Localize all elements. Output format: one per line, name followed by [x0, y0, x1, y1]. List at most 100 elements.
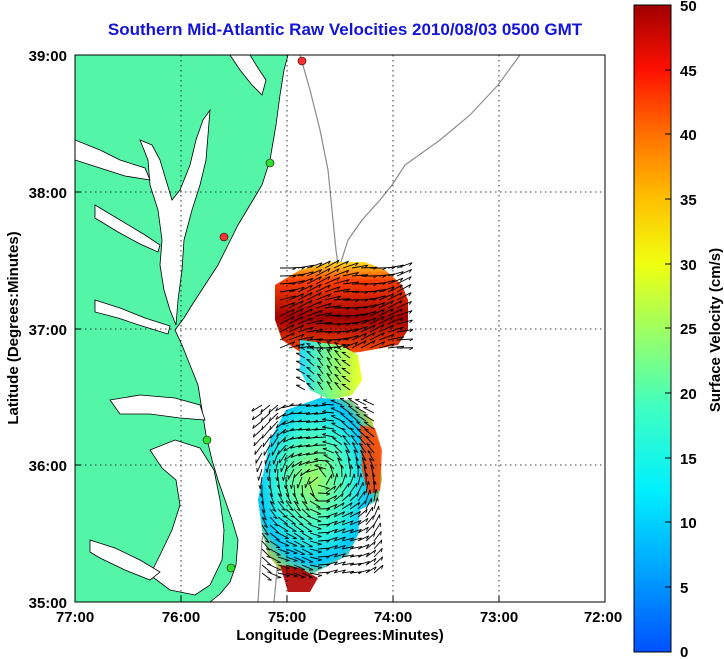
velocity-vector [329, 465, 335, 478]
velocity-vector [293, 508, 303, 519]
velocity-vector [315, 293, 331, 301]
velocity-vector [315, 284, 331, 293]
velocity-vector [332, 437, 343, 446]
velocity-vector-head [400, 326, 404, 331]
velocity-vector [285, 500, 294, 511]
velocity-vector [252, 420, 263, 429]
velocity-vector [293, 516, 304, 526]
velocity-vector-head [269, 434, 272, 439]
colorbar-label: Surface Velocity (cm/s) [707, 248, 724, 412]
velocity-vector-head [294, 501, 299, 505]
velocity-vector [279, 301, 296, 309]
velocity-vector-head [317, 373, 322, 376]
velocity-vector-head [334, 373, 339, 377]
velocity-vector [357, 481, 364, 494]
velocity-vector [315, 260, 331, 269]
velocity-vector-head [346, 323, 351, 327]
velocity-vector [296, 344, 306, 351]
velocity-vector-head [349, 427, 354, 430]
velocity-vector-head [317, 520, 322, 523]
velocity-vector-head [364, 326, 368, 330]
velocity-vector [258, 468, 263, 481]
velocity-vector [285, 548, 298, 554]
velocity-vector [324, 268, 340, 277]
velocity-vector [351, 319, 368, 325]
velocity-vector [279, 295, 296, 301]
velocity-vector [261, 548, 271, 558]
velocity-vector [285, 532, 297, 539]
velocity-vector-head [301, 334, 305, 338]
velocity-vector [271, 444, 279, 456]
velocity-vector-head [317, 341, 322, 344]
velocity-vector-head [391, 266, 396, 270]
velocity-vector-head [309, 317, 314, 322]
velocity-vector-head [300, 308, 304, 312]
velocity-vector-head [348, 412, 353, 415]
velocity-vector [355, 414, 367, 422]
velocity-vector-head [322, 425, 327, 428]
velocity-vector [396, 283, 412, 293]
velocity-vector-head [289, 508, 294, 511]
velocity-vector [326, 365, 333, 375]
velocity-vector [306, 262, 323, 269]
velocity-vector [288, 280, 305, 285]
velocity-vector [297, 476, 303, 489]
velocity-vector [339, 398, 351, 406]
velocity-vector-head [381, 564, 384, 569]
velocity-vector-head [318, 467, 323, 470]
velocity-vector-head [408, 292, 412, 297]
velocity-vector [293, 532, 305, 540]
velocity-vector [266, 460, 271, 473]
tick-marks [75, 191, 500, 602]
velocity-vector-head [365, 518, 369, 523]
velocity-vector-head [282, 438, 286, 443]
velocity-vector [306, 310, 323, 317]
velocity-vector-head [382, 275, 387, 279]
velocity-vector-head [336, 268, 340, 273]
velocity-vector-head [327, 293, 332, 298]
velocity-vector [366, 443, 375, 454]
velocity-vector [252, 428, 263, 438]
velocity-vector-head [317, 551, 322, 554]
velocity-vector [296, 376, 306, 383]
velocity-vector [341, 511, 354, 518]
velocity-vector [360, 317, 376, 325]
velocity-vector [293, 548, 305, 555]
velocity-vector [357, 535, 370, 542]
velocity-vector [254, 444, 263, 455]
velocity-vector [373, 497, 378, 510]
velocity-vector [325, 569, 338, 574]
velocity-vector-head [334, 569, 338, 573]
velocity-vector [277, 556, 290, 561]
velocity-vector-head [360, 449, 365, 453]
velocity-vector-head [350, 520, 354, 525]
velocity-vector [306, 300, 322, 309]
velocity-vector-head [300, 316, 304, 321]
velocity-vector-head [349, 420, 354, 423]
velocity-vector-head [282, 404, 286, 409]
velocity-vector [262, 436, 271, 448]
velocity-vector [309, 484, 315, 497]
velocity-vector-head [337, 339, 342, 342]
velocity-vector-head [305, 419, 310, 423]
velocity-vector-head [334, 528, 338, 533]
velocity-vector-head [356, 428, 362, 431]
velocity-vector [285, 460, 295, 471]
velocity-vector [378, 333, 395, 341]
velocity-vector [396, 319, 413, 325]
velocity-vector [370, 465, 375, 478]
velocity-vector-head [276, 432, 279, 437]
velocity-vector [322, 419, 335, 422]
velocity-vector-head [326, 524, 331, 527]
velocity-vector-head [303, 501, 308, 505]
velocity-vector [341, 351, 351, 359]
velocity-vector-head [348, 405, 353, 407]
velocity-vector-head [321, 417, 326, 420]
velocity-vector-head [317, 349, 322, 352]
velocity-vector [269, 572, 282, 578]
velocity-vector [341, 502, 353, 510]
velocity-vector-head [342, 569, 346, 574]
velocity-vector-head [342, 561, 346, 565]
velocity-vector [378, 343, 395, 349]
velocity-vector-head [365, 509, 368, 514]
